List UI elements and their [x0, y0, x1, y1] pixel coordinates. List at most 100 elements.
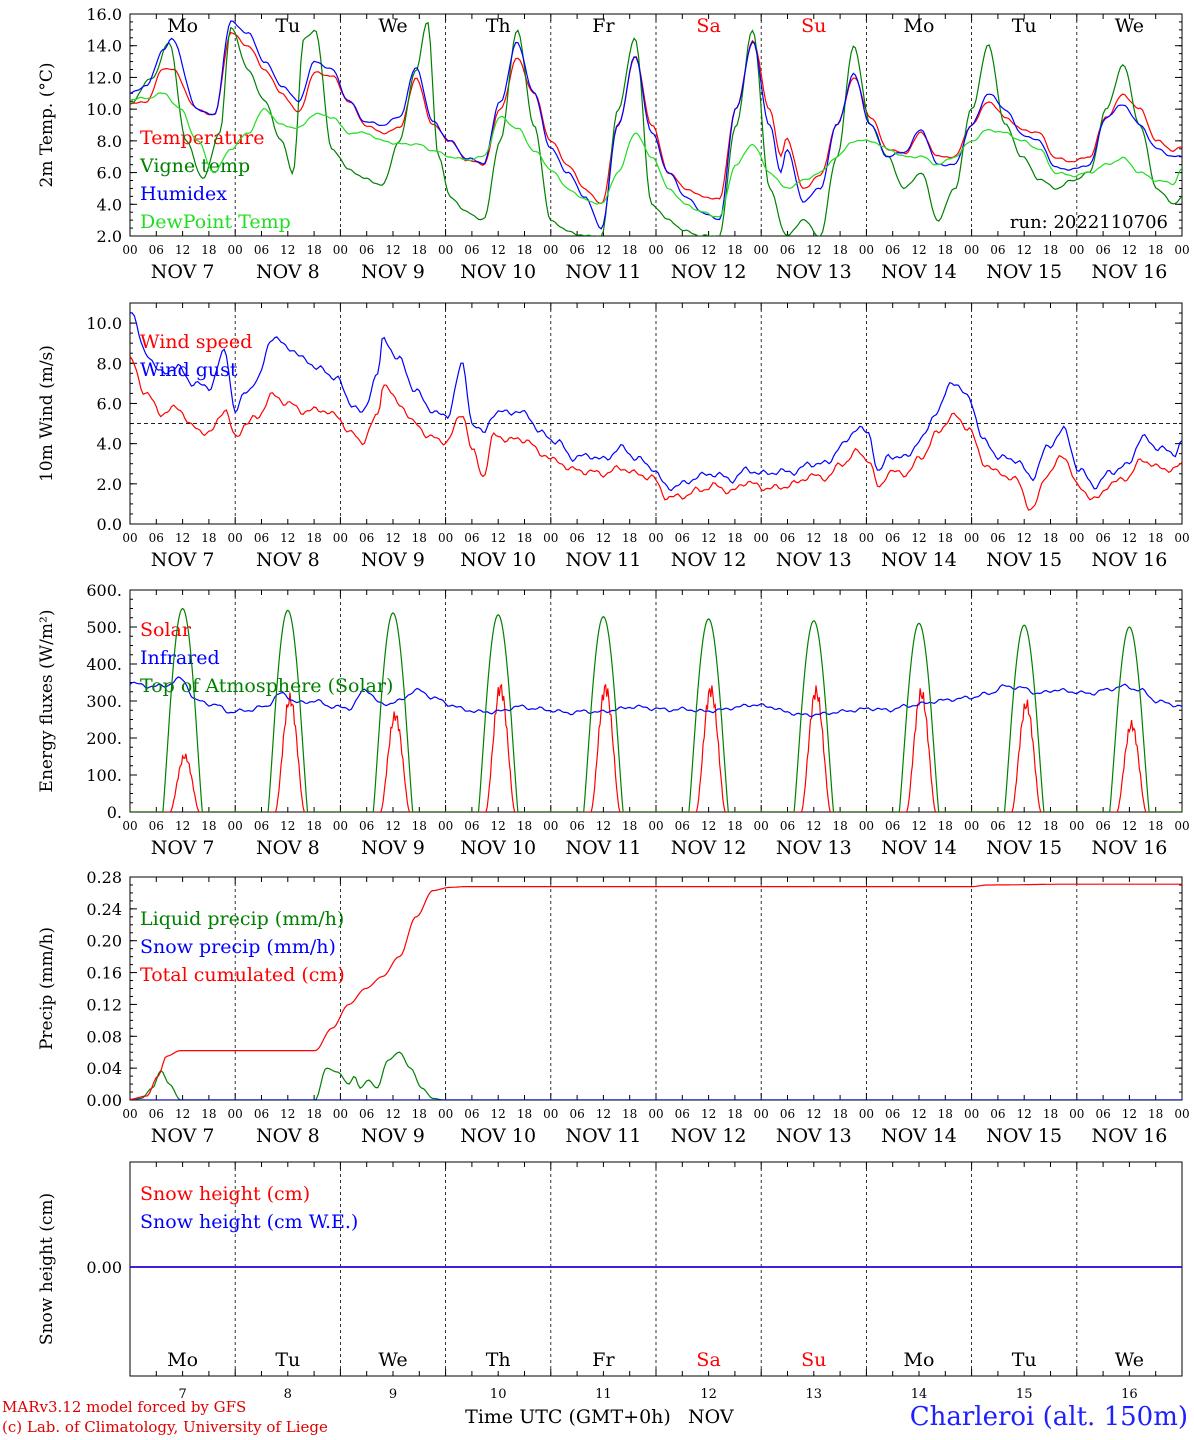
hour-tick-label: 00 [333, 243, 348, 257]
hour-tick-label: 00 [438, 819, 453, 833]
y-tick-label: 10.0 [86, 100, 122, 119]
date-label: NOV 8 [256, 549, 320, 571]
series-line-dewpoint-temp [130, 92, 1182, 218]
hour-tick-label: 06 [1095, 819, 1110, 833]
hour-tick-label: 12 [385, 531, 400, 545]
hour-tick-label: 12 [1017, 531, 1032, 545]
hour-tick-label: 12 [280, 1107, 295, 1121]
y-tick-label: 2.0 [97, 227, 122, 246]
day-number-label: 11 [595, 1387, 612, 1402]
weekday-label: We [378, 1349, 407, 1371]
hour-tick-label: 06 [464, 531, 479, 545]
hour-tick-label: 12 [1122, 243, 1137, 257]
hour-tick-label: 12 [806, 243, 821, 257]
hour-tick-label: 18 [727, 1107, 742, 1121]
date-label: NOV 15 [986, 261, 1062, 283]
hour-tick-label: 18 [306, 531, 321, 545]
hour-tick-label: 12 [1017, 243, 1032, 257]
day-number-label: 12 [700, 1387, 717, 1402]
hour-tick-label: 12 [1122, 531, 1137, 545]
hour-tick-label: 12 [701, 243, 716, 257]
date-label: NOV 9 [361, 1125, 425, 1147]
panel-4: 00 06 12 18 NOV 7 00 06 12 18 NOV 8 00 06 12 18 NOV 9 0… [37, 868, 1190, 1147]
hour-tick-label: 18 [938, 1107, 953, 1121]
hour-tick-label: 12 [701, 531, 716, 545]
legend-entry: Snow height (cm W.E.) [140, 1211, 358, 1233]
run-label: run: 2022110706 [1010, 212, 1168, 233]
hour-tick-label: 06 [990, 819, 1005, 833]
legend-entry: Infrared [140, 647, 220, 669]
weekday-label: Tu [1012, 1349, 1037, 1371]
hour-tick-label: 06 [569, 531, 584, 545]
hour-tick-label: 12 [596, 531, 611, 545]
hour-tick-label: 18 [727, 819, 742, 833]
hour-tick-label: 18 [1043, 243, 1058, 257]
date-label: NOV 13 [776, 261, 852, 283]
hour-tick-label: 12 [1122, 1107, 1137, 1121]
hour-tick-label: 00 [333, 819, 348, 833]
hour-tick-label: 06 [1095, 1107, 1110, 1121]
date-label: NOV 12 [671, 1125, 747, 1147]
legend-entry: Snow height (cm) [140, 1183, 310, 1205]
hour-tick-label: 18 [622, 1107, 637, 1121]
hour-tick-label: 18 [1043, 1107, 1058, 1121]
date-label: NOV 13 [776, 549, 852, 571]
series-line-wind-speed [130, 356, 1182, 511]
y-tick-label: 0.12 [86, 995, 122, 1014]
legend-entry: Liquid precip (mm/h) [140, 908, 344, 930]
hour-tick-label: 18 [201, 531, 216, 545]
legend-entry: Temperature [140, 127, 264, 149]
weekday-label: Mo [904, 15, 935, 37]
y-tick-label: 500. [86, 618, 122, 637]
y-tick-label: 0. [107, 803, 122, 822]
hour-tick-label: 00 [648, 819, 663, 833]
hour-tick-label: 00 [648, 531, 663, 545]
date-label: NOV 15 [986, 1125, 1062, 1147]
date-label: NOV 14 [881, 837, 957, 859]
weekday-label: Su [801, 1349, 826, 1371]
hour-tick-label: 00 [964, 819, 979, 833]
hour-tick-label: 00 [333, 1107, 348, 1121]
date-label: NOV 8 [256, 261, 320, 283]
lab-credit: (c) Lab. of Climatology, University of L… [2, 1418, 328, 1436]
weekday-label: Th [486, 1349, 511, 1371]
date-label: NOV 11 [565, 549, 641, 571]
day-number-label: 15 [1016, 1387, 1033, 1402]
station-name: Charleroi (alt. 150m) [909, 1402, 1188, 1432]
panel-5: Snow height (cm) 0.00 Snow height (cm) Snow… [37, 1161, 1183, 1428]
y-tick-label: 14.0 [86, 37, 122, 56]
hour-tick-label: 06 [885, 1107, 900, 1121]
weekday-label: Fr [592, 15, 615, 37]
hour-tick-label: 12 [596, 819, 611, 833]
weekday-label: We [1115, 15, 1144, 37]
series-line-humidex [130, 20, 1182, 230]
hour-tick-label: 12 [175, 1107, 190, 1121]
hour-tick-label: 00 [859, 243, 874, 257]
hour-tick-label: 18 [412, 1107, 427, 1121]
weekday-label: We [378, 15, 407, 37]
hour-tick-label: 18 [727, 243, 742, 257]
hour-tick-label: 06 [990, 243, 1005, 257]
hour-tick-label: 00 [333, 531, 348, 545]
y-axis-label: 2m Temp. (°C) [37, 62, 57, 187]
date-label: NOV 14 [881, 549, 957, 571]
hour-tick-label: 00 [754, 531, 769, 545]
hour-tick-label: 12 [911, 819, 926, 833]
weekday-label: Sa [696, 15, 720, 37]
hour-tick-label: 18 [622, 531, 637, 545]
hour-tick-label: 12 [175, 243, 190, 257]
hour-tick-label: 00 [754, 243, 769, 257]
day-number-label: 8 [284, 1387, 292, 1402]
y-tick-label: 400. [86, 655, 122, 674]
hour-tick-label: 00 [1069, 243, 1084, 257]
hour-tick-label: 06 [149, 1107, 164, 1121]
hour-tick-label: 06 [780, 1107, 795, 1121]
hour-tick-label: 18 [517, 1107, 532, 1121]
date-label: NOV 14 [881, 261, 957, 283]
hour-tick-label: 12 [911, 243, 926, 257]
hour-tick-label: 06 [990, 1107, 1005, 1121]
y-tick-label: 0.16 [86, 964, 122, 983]
hour-tick-label: 06 [780, 531, 795, 545]
hour-tick-label: 18 [832, 531, 847, 545]
hour-tick-label: 12 [701, 1107, 716, 1121]
